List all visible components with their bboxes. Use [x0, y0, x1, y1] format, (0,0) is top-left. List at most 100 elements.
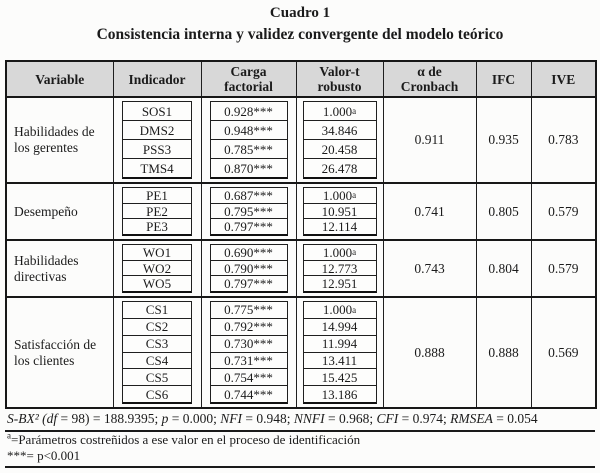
indicator-box: PE3 — [122, 218, 192, 237]
factor-loading-box: 0.731*** — [209, 351, 288, 370]
col-t-cell: 1.000 a 12.773 12.951 — [295, 239, 384, 298]
fit-indices-line: S-BX² (df = 98) = 188.9395; p = 0.000; N… — [5, 408, 595, 432]
results-table-body: Habilidades de los gerentes SOS1 DMS2 PSS3 T… — [5, 96, 597, 409]
t-value-box: 1.000 a — [302, 244, 377, 261]
factor-loading-box-stack: 0.687*** 0.795*** 0.797*** — [202, 184, 296, 239]
factor-loading-box: 0.687*** — [209, 187, 288, 204]
variable-name: Habilidades directivas — [5, 239, 114, 298]
fit-indices-segment: = 0.974; — [398, 411, 451, 426]
results-table: Variable Indicador Carga factorial Valor… — [5, 60, 597, 409]
fit-indices-segment: RMSEA — [450, 411, 493, 426]
col-header-variable: Variable — [5, 60, 114, 98]
t-value-box: 1.000 a — [302, 101, 377, 121]
col-header-valor-t-robusto: Valor-t robusto — [295, 60, 384, 98]
indicator-box: DMS2 — [122, 120, 192, 140]
indicator-box-stack: PE1 PE2 PE3 — [114, 184, 201, 239]
header-row: Variable Indicador Carga factorial Valor… — [5, 60, 597, 98]
fit-indices-segment: = 0.948; — [242, 411, 294, 426]
indicator-box-stack: WO1 WO2 WO5 — [114, 241, 201, 296]
fit-indices-segment: = 0.000; — [168, 411, 221, 426]
footnote-a: a=Parámetros costreñidos a ese valor en … — [5, 431, 595, 448]
indicator-box: PE2 — [122, 202, 192, 220]
col-load-cell: 0.928*** 0.948*** 0.785*** 0.870*** — [200, 96, 297, 184]
variable-name: Desempeño — [5, 182, 114, 241]
indicator-box: WO5 — [122, 275, 192, 294]
t-value-box: 26.478 — [302, 158, 377, 179]
factor-loading-box: 0.790*** — [209, 259, 288, 277]
fit-indices-segment: = 0.968; — [324, 411, 377, 426]
cronbach-alpha-value: 0.888 — [382, 296, 477, 409]
factor-loading-box: 0.690*** — [209, 244, 288, 261]
ifc-value: 0.888 — [475, 296, 532, 409]
indicator-box: PE1 — [122, 187, 192, 204]
indicator-box: CS2 — [122, 317, 192, 336]
fit-indices-segment: p — [161, 411, 169, 426]
t-value-box: 13.411 — [302, 351, 377, 370]
t-value-box: 20.458 — [302, 139, 377, 159]
factor-loading-box: 0.797*** — [209, 275, 288, 294]
factor-loading-box: 0.730*** — [209, 334, 288, 353]
col-header-ive: IVE — [530, 60, 597, 98]
factor-loading-box: 0.754*** — [209, 368, 288, 387]
factor-loading-box: 0.870*** — [209, 158, 288, 179]
cronbach-alpha-value: 0.743 — [382, 239, 477, 298]
variable-group-row: Satisfacción de los clientes CS1 CS2 CS3 CS4… — [5, 296, 597, 409]
ive-value: 0.579 — [530, 182, 597, 241]
factor-loading-box: 0.948*** — [209, 120, 288, 140]
table-subtitle: Consistencia interna y validez convergen… — [96, 26, 504, 43]
indicator-box: WO2 — [122, 259, 192, 277]
t-value-box: 14.994 — [302, 317, 377, 336]
ifc-value: 0.805 — [475, 182, 532, 241]
factor-loading-box-stack: 0.775*** 0.792*** 0.730*** 0.731*** 0.754***… — [202, 298, 296, 407]
col-load-cell: 0.690*** 0.790*** 0.797*** — [200, 239, 297, 298]
variable-name: Habilidades de los gerentes — [5, 96, 114, 184]
col-t-cell: 1.000 a 14.994 11.994 13.411 15.425 13.186 — [295, 296, 384, 409]
t-value-box-stack: 1.000 a 12.773 12.951 — [297, 241, 383, 296]
table-footer: S-BX² (df = 98) = 188.9395; p = 0.000; N… — [5, 408, 595, 468]
indicator-box: WO1 — [122, 244, 192, 261]
col-load-cell: 0.775*** 0.792*** 0.730*** 0.731*** 0.754***… — [200, 296, 297, 409]
factor-loading-box: 0.744*** — [209, 385, 288, 404]
variable-group-row: Habilidades directivas WO1 WO2 WO5 0.690*** 0… — [5, 239, 597, 298]
indicator-box: TMS4 — [122, 158, 192, 179]
col-t-cell: 1.000 a 34.846 20.458 26.478 — [295, 96, 384, 184]
indicator-box-stack: CS1 CS2 CS3 CS4 CS5 CS6 — [114, 298, 201, 407]
col-ind-cell: SOS1 DMS2 PSS3 TMS4 — [112, 96, 202, 184]
t-value-box: 34.846 — [302, 120, 377, 140]
fit-indices-segment: = 0.054 — [492, 411, 538, 426]
fit-indices-segment: CFI — [376, 411, 399, 426]
fit-indices-segment: df — [46, 411, 58, 426]
col-ind-cell: CS1 CS2 CS3 CS4 CS5 CS6 — [112, 296, 202, 409]
indicator-box: PSS3 — [122, 139, 192, 159]
ive-value: 0.783 — [530, 96, 597, 184]
t-value-box-stack: 1.000 a 14.994 11.994 13.411 15.425 13.186 — [297, 298, 383, 407]
factor-loading-box-stack: 0.690*** 0.790*** 0.797*** — [202, 241, 296, 296]
variable-name: Satisfacción de los clientes — [5, 296, 114, 409]
indicator-box: SOS1 — [122, 101, 192, 121]
fit-indices-segment: = 98) = 188.9395; — [57, 411, 162, 426]
t-value-box: 1.000 a — [302, 301, 377, 319]
col-ind-cell: WO1 WO2 WO5 — [112, 239, 202, 298]
ive-value: 0.579 — [530, 239, 597, 298]
col-header-ifc: IFC — [475, 60, 532, 98]
factor-loading-box: 0.928*** — [209, 101, 288, 121]
t-value-box: 12.114 — [302, 218, 377, 237]
t-value-box: 13.186 — [302, 385, 377, 404]
table-header: Variable Indicador Carga factorial Valor… — [5, 60, 597, 98]
fit-indices-segment: NNFI — [293, 411, 325, 426]
t-value-box: 10.951 — [302, 202, 377, 220]
factor-loading-box: 0.785*** — [209, 139, 288, 159]
indicator-box: CS1 — [122, 301, 192, 319]
col-t-cell: 1.000 a 10.951 12.114 — [295, 182, 384, 241]
indicator-box: CS5 — [122, 368, 192, 387]
ive-value: 0.569 — [530, 296, 597, 409]
t-value-box: 1.000 a — [302, 187, 377, 204]
factor-loading-box: 0.792*** — [209, 317, 288, 336]
variable-group-row: Desempeño PE1 PE2 PE3 0.687*** 0.795*** 0.797*… — [5, 182, 597, 241]
fit-indices-segment: NFI — [220, 411, 243, 426]
col-load-cell: 0.687*** 0.795*** 0.797*** — [200, 182, 297, 241]
t-value-box: 15.425 — [302, 368, 377, 387]
indicator-box: CS3 — [122, 334, 192, 353]
variable-group-row: Habilidades de los gerentes SOS1 DMS2 PSS3 T… — [5, 96, 597, 184]
table-number-title: Cuadro 1 — [269, 5, 331, 21]
